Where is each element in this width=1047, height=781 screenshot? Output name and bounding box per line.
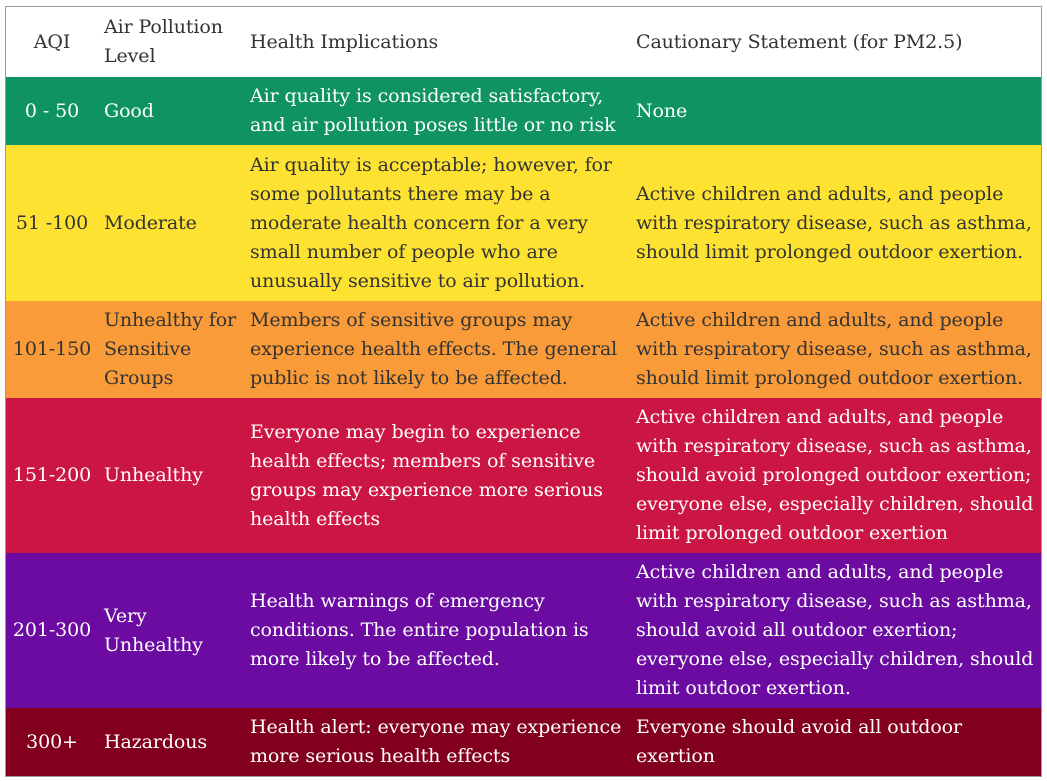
cautionary-statement: Active children and adults, and people w… — [630, 145, 1041, 301]
cautionary-statement: Active children and adults, and people w… — [630, 398, 1041, 553]
aqi-range: 101-150 — [6, 301, 98, 398]
table-row-good: 0 - 50 Good Air quality is considered sa… — [6, 77, 1041, 145]
pollution-level: Very Unhealthy — [98, 553, 244, 708]
header-row: AQI Air Pollution Level Health Implicati… — [6, 7, 1041, 77]
aqi-range: 300+ — [6, 708, 98, 776]
aqi-table-frame: AQI Air Pollution Level Health Implicati… — [5, 6, 1042, 777]
pollution-level: Hazardous — [98, 708, 244, 776]
pollution-level: Moderate — [98, 145, 244, 301]
table-row-unhealthy-sensitive: 101-150 Unhealthy for Sensitive Groups M… — [6, 301, 1041, 398]
header-aqi: AQI — [6, 7, 98, 77]
header-health: Health Implications — [244, 7, 630, 77]
cautionary-statement: Active children and adults, and people w… — [630, 553, 1041, 708]
aqi-range: 51 -100 — [6, 145, 98, 301]
health-implications: Health alert: everyone may experience mo… — [244, 708, 630, 776]
pollution-level: Good — [98, 77, 244, 145]
health-implications: Air quality is acceptable; however, for … — [244, 145, 630, 301]
header-caution: Cautionary Statement (for PM2.5) — [630, 7, 1041, 77]
table-row-moderate: 51 -100 Moderate Air quality is acceptab… — [6, 145, 1041, 301]
aqi-range: 0 - 50 — [6, 77, 98, 145]
health-implications: Air quality is considered satisfactory, … — [244, 77, 630, 145]
cautionary-statement: Everyone should avoid all outdoor exerti… — [630, 708, 1041, 776]
aqi-table: AQI Air Pollution Level Health Implicati… — [6, 7, 1041, 776]
cautionary-statement: Active children and adults, and people w… — [630, 301, 1041, 398]
aqi-range: 151-200 — [6, 398, 98, 553]
table-row-hazardous: 300+ Hazardous Health alert: everyone ma… — [6, 708, 1041, 776]
health-implications: Health warnings of emergency conditions.… — [244, 553, 630, 708]
aqi-range: 201-300 — [6, 553, 98, 708]
table-row-very-unhealthy: 201-300 Very Unhealthy Health warnings o… — [6, 553, 1041, 708]
health-implications: Members of sensitive groups may experien… — [244, 301, 630, 398]
health-implications: Everyone may begin to experience health … — [244, 398, 630, 553]
pollution-level: Unhealthy for Sensitive Groups — [98, 301, 244, 398]
table-header: AQI Air Pollution Level Health Implicati… — [6, 7, 1041, 77]
cautionary-statement: None — [630, 77, 1041, 145]
table-row-unhealthy: 151-200 Unhealthy Everyone may begin to … — [6, 398, 1041, 553]
header-level: Air Pollution Level — [98, 7, 244, 77]
table-body: 0 - 50 Good Air quality is considered sa… — [6, 77, 1041, 776]
pollution-level: Unhealthy — [98, 398, 244, 553]
